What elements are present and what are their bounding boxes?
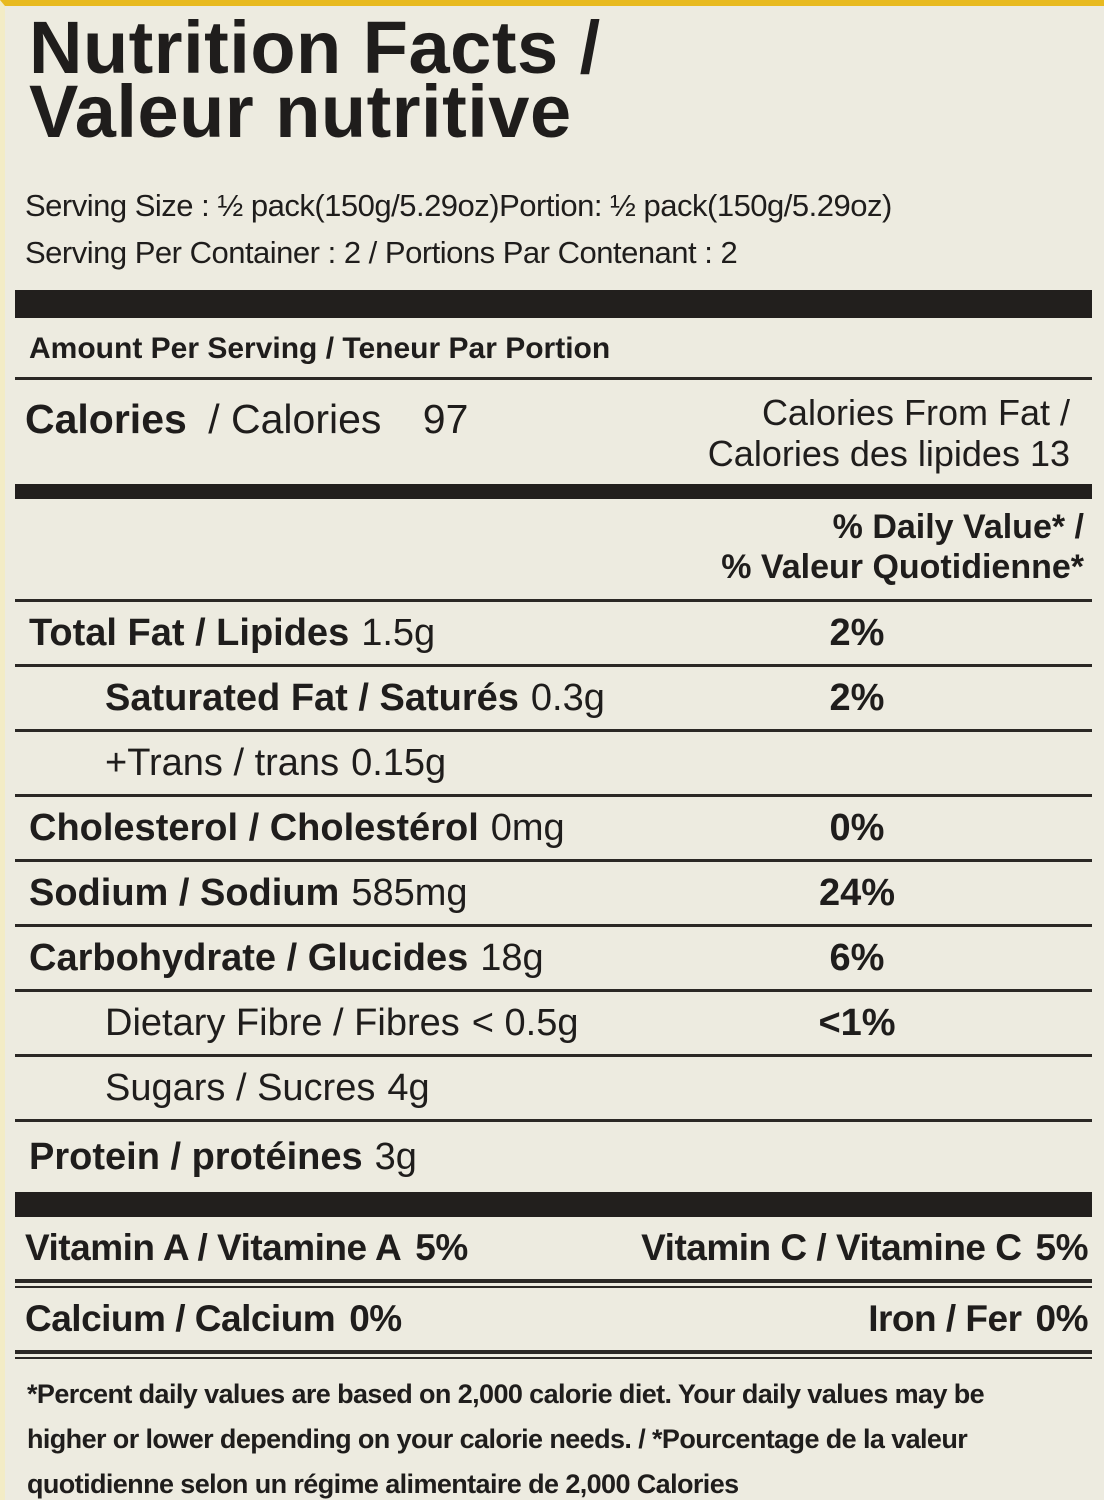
title-line-fr: Valeur nutritive xyxy=(29,70,572,153)
calories-label-fr: / Calories xyxy=(208,396,382,442)
amount-per-serving-heading: Amount Per Serving / Teneur Par Portion xyxy=(15,318,1092,380)
nutrient-rows: Total Fat / Lipides 1.5g 2% Saturated Fat… xyxy=(15,602,1092,1192)
nutrient-row: Cholesterol / Cholestérol 0mg 0% xyxy=(15,797,1092,862)
title-line-en: Nutrition Facts / xyxy=(29,6,601,89)
micronutrient-left-label: Calcium / Calcium xyxy=(25,1298,336,1339)
nutrient-row: Sugars / Sucres 4g xyxy=(15,1057,1092,1122)
calories-label-en: Calories xyxy=(25,396,187,442)
nutrient-row: Total Fat / Lipides 1.5g 2% xyxy=(15,602,1092,667)
micronutrient-right-value: 0% xyxy=(1035,1298,1089,1339)
micronutrient-rows: Vitamin A / Vitamine A 5% Vitamin C / Vit… xyxy=(15,1217,1092,1359)
nutrient-row: Dietary Fibre / Fibres < 0.5g <1% xyxy=(15,992,1092,1057)
label-header: Nutrition Facts / Valeur nutritive xyxy=(15,6,1092,153)
nutrient-amount: 4g xyxy=(387,1066,430,1109)
nutrient-name-group: Dietary Fibre / Fibres < 0.5g xyxy=(15,1002,622,1045)
nutrient-name: Sodium / Sodium xyxy=(29,871,340,914)
serving-size-line: Serving Size : ½ pack(150g/5.29oz)Portio… xyxy=(25,188,892,223)
daily-value-header-fr: % Valeur Quotidienne* xyxy=(721,548,1084,586)
nutrient-amount: < 0.5g xyxy=(471,1001,579,1044)
nutrient-name-group: Total Fat / Lipides 1.5g xyxy=(15,612,622,655)
nutrient-amount: 0.3g xyxy=(530,676,605,719)
nutrient-daily-value: <1% xyxy=(818,1001,896,1044)
nutrient-name: Protein / protéines xyxy=(29,1135,363,1178)
nutrient-amount: 18g xyxy=(480,936,544,979)
footnote-line: *Percent daily values are based on 2,000… xyxy=(27,1379,985,1409)
calories-value: 97 xyxy=(422,396,469,442)
micronutrient-left-value: 0% xyxy=(349,1298,402,1339)
nutrient-daily-value: 2% xyxy=(829,611,885,654)
nutrient-name: Sugars / Sucres xyxy=(105,1066,376,1109)
calories-label-group: Calories / Calories 97 xyxy=(15,392,708,443)
nutrient-name: +Trans / trans xyxy=(105,741,340,784)
nutrient-name-group: +Trans / trans 0.15g xyxy=(15,742,622,785)
micronutrient-left-label: Vitamin A / Vitamine A xyxy=(25,1227,402,1268)
micronutrient-row: Vitamin A / Vitamine A 5% Vitamin C / Vit… xyxy=(15,1217,1092,1288)
nutrient-name-group: Saturated Fat / Saturés 0.3g xyxy=(15,677,622,720)
nutrient-name: Total Fat / Lipides xyxy=(29,611,350,654)
nutrient-name: Saturated Fat / Saturés xyxy=(105,676,519,719)
nutrient-row: +Trans / trans 0.15g xyxy=(15,732,1092,797)
nutrient-daily-value: 2% xyxy=(829,676,885,719)
micronutrient-right-label: Vitamin C / Vitamine C xyxy=(641,1227,1022,1268)
nutrient-amount: 585mg xyxy=(351,871,468,914)
micronutrient-right-value: 5% xyxy=(1035,1227,1089,1268)
serving-info: Serving Size : ½ pack(150g/5.29oz)Portio… xyxy=(15,182,1092,276)
footnote-line: higher or lower depending on your calori… xyxy=(27,1424,968,1454)
nutrient-amount: 3g xyxy=(374,1135,417,1178)
micronutrient-right: Iron / Fer 0% xyxy=(868,1298,1088,1340)
micronutrient-left: Calcium / Calcium 0% xyxy=(25,1298,402,1340)
daily-value-header: % Daily Value* / % Valeur Quotidienne* xyxy=(15,499,1092,602)
calories-from-fat-line-en: Calories From Fat / xyxy=(761,392,1070,433)
micronutrient-row: Calcium / Calcium 0% Iron / Fer 0% xyxy=(15,1288,1092,1359)
micronutrient-left-value: 5% xyxy=(415,1227,468,1268)
calories-from-fat-line-fr: Calories des lipides 13 xyxy=(707,433,1070,474)
footnote-line: quotidienne selon un régime alimentaire … xyxy=(27,1469,739,1499)
nutrient-row: Sodium / Sodium 585mg 24% xyxy=(15,862,1092,927)
nutrient-row: Saturated Fat / Saturés 0.3g 2% xyxy=(15,667,1092,732)
nutrient-name: Cholesterol / Cholestérol xyxy=(29,806,479,849)
footnote: *Percent daily values are based on 2,000… xyxy=(15,1359,1092,1500)
nutrient-amount: 1.5g xyxy=(361,611,436,654)
nutrient-amount: 0.15g xyxy=(351,741,447,784)
nutrient-row: Carbohydrate / Glucides 18g 6% xyxy=(15,927,1092,992)
micronutrient-right: Vitamin C / Vitamine C 5% xyxy=(641,1227,1088,1269)
separator-bar-bottom xyxy=(15,1192,1092,1217)
micronutrient-right-label: Iron / Fer xyxy=(868,1298,1022,1339)
micronutrient-left: Vitamin A / Vitamine A 5% xyxy=(25,1227,468,1269)
nutrient-daily-value: 6% xyxy=(829,936,885,979)
nutrient-name-group: Sugars / Sucres 4g xyxy=(15,1067,622,1110)
nutrient-name-group: Carbohydrate / Glucides 18g xyxy=(15,937,622,980)
nutrient-daily-value: 0% xyxy=(829,806,885,849)
nutrient-amount: 0mg xyxy=(490,806,565,849)
daily-value-header-en: % Daily Value* / xyxy=(832,508,1084,546)
servings-per-container-line: Serving Per Container : 2 / Portions Par… xyxy=(25,235,738,270)
separator-bar-medium xyxy=(15,484,1092,499)
separator-bar-top xyxy=(15,290,1092,318)
nutrient-name: Dietary Fibre / Fibres xyxy=(105,1001,460,1044)
calories-row: Calories / Calories 97 Calories From Fat… xyxy=(15,380,1092,484)
nutrient-name-group: Sodium / Sodium 585mg xyxy=(15,872,622,915)
nutrient-row: Protein / protéines 3g xyxy=(15,1122,1092,1192)
nutrient-daily-value: 24% xyxy=(818,871,896,914)
nutrient-name: Carbohydrate / Glucides xyxy=(29,936,469,979)
calories-from-fat: Calories From Fat / Calories des lipides… xyxy=(708,392,1092,474)
nutrient-name-group: Cholesterol / Cholestérol 0mg xyxy=(15,807,622,850)
nutrient-name-group: Protein / protéines 3g xyxy=(15,1136,622,1179)
